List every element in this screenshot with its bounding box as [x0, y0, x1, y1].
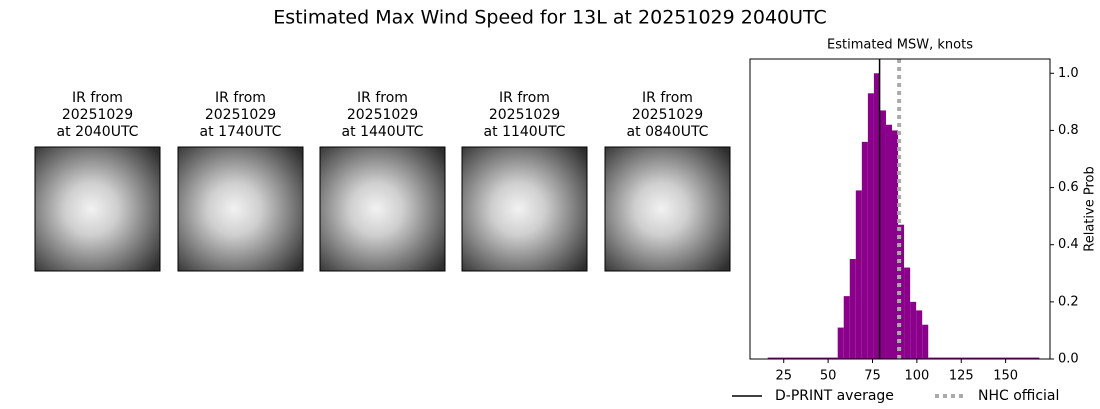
bar [928, 357, 1040, 359]
panel-title: at 1440UTC [342, 124, 424, 140]
ir-image [461, 146, 588, 272]
bar [892, 130, 899, 359]
legend-label: D-PRINT average [775, 388, 894, 404]
panel-title: at 1140UTC [484, 124, 566, 140]
panel-title: IR from [215, 90, 266, 106]
panel-title: 20251029 [62, 107, 133, 123]
y-tick-label: 0.8 [1058, 123, 1079, 138]
y-tick-label: 0.4 [1058, 237, 1079, 252]
panel-title: IR from [642, 90, 693, 106]
panel-title: at 2040UTC [57, 124, 139, 140]
ir-image [319, 146, 446, 272]
panel-title: 20251029 [205, 107, 276, 123]
bar [855, 190, 862, 359]
panel-title: IR from [499, 90, 550, 106]
ir-image [34, 146, 161, 272]
bar [873, 73, 880, 360]
bar [837, 327, 844, 359]
x-tick-label: 100 [904, 369, 929, 384]
plot-frame [749, 58, 1051, 360]
panel-title: at 1740UTC [200, 124, 282, 140]
bar [879, 110, 886, 359]
panel-title: 20251029 [632, 107, 703, 123]
panel-title: 20251029 [347, 107, 418, 123]
y-tick-label: 0.0 [1058, 352, 1079, 367]
x-tick-label: 150 [993, 369, 1018, 384]
bar [910, 301, 917, 359]
panel-title: IR from [72, 90, 123, 106]
x-tick-label: 75 [864, 369, 881, 384]
bar [916, 310, 923, 359]
x-tick-label: 125 [949, 369, 974, 384]
y-tick-label: 0.2 [1058, 294, 1079, 309]
chart-title: Estimated MSW, knots [827, 38, 973, 53]
ir-image [177, 146, 304, 272]
bar [904, 267, 911, 359]
panel-title: 20251029 [489, 107, 560, 123]
x-tick-label: 25 [775, 369, 792, 384]
y-tick-label: 0.6 [1058, 180, 1079, 195]
legend-label: NHC official [978, 388, 1059, 404]
bar [861, 141, 868, 359]
y-axis-label: Relative Prob [1083, 166, 1098, 251]
y-tick-label: 1.0 [1058, 66, 1079, 81]
bar [885, 124, 893, 359]
bar [767, 357, 838, 359]
bar [867, 93, 874, 360]
x-tick-label: 50 [820, 369, 837, 384]
panel-title: at 0840UTC [627, 124, 709, 140]
bar [922, 324, 929, 359]
ir-image [604, 146, 731, 272]
bar [843, 296, 850, 359]
panel-title: IR from [357, 90, 408, 106]
figure-title: Estimated Max Wind Speed for 13L at 2025… [273, 7, 827, 29]
bar [849, 259, 856, 359]
